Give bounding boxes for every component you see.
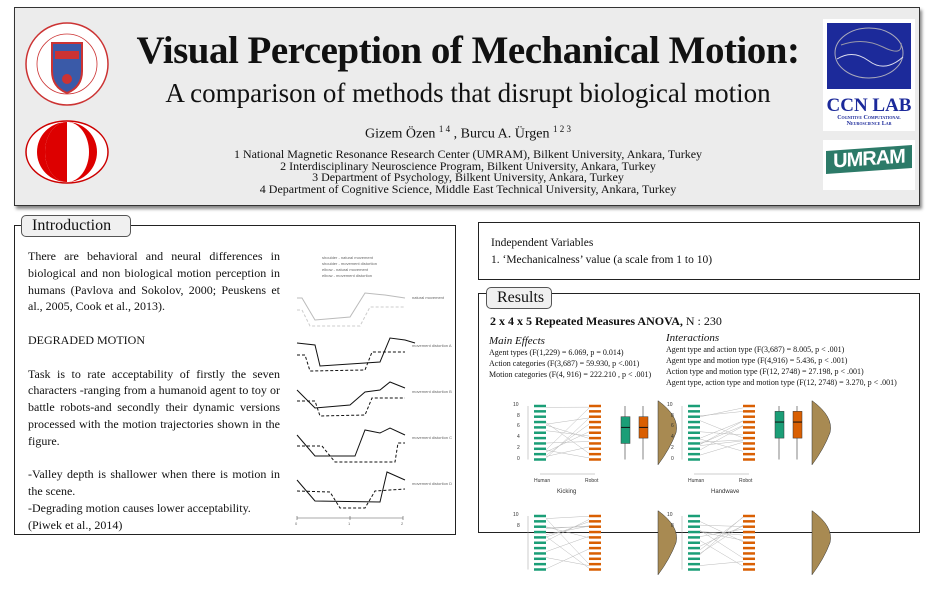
plot-label: Human bbox=[688, 478, 704, 484]
plot-label: 0 bbox=[671, 456, 674, 462]
plot-label: Kicking bbox=[557, 489, 576, 495]
subject-line bbox=[546, 450, 589, 458]
subject-line bbox=[546, 536, 589, 551]
plot-label: 10 bbox=[667, 402, 673, 408]
density-cloud bbox=[812, 401, 831, 465]
axis-tick: 1 bbox=[348, 521, 350, 526]
umram-logo: UMRAM bbox=[823, 140, 915, 190]
variables-heading: Independent Variables bbox=[491, 235, 907, 252]
author-name: Burcu A. Ürgen bbox=[461, 127, 550, 142]
row-label: natural movement bbox=[412, 295, 452, 300]
brain-icon bbox=[823, 19, 915, 91]
plot-label: 8 bbox=[671, 523, 674, 529]
plot-label: 10 bbox=[667, 512, 673, 518]
subject-line bbox=[546, 431, 589, 436]
plot-label: Human bbox=[534, 478, 550, 484]
subject-line bbox=[700, 408, 743, 417]
plot-label: Handwave bbox=[711, 489, 739, 495]
poster-header: Visual Perception of Mechanical Motion: … bbox=[14, 7, 920, 206]
results-heading: Results bbox=[486, 287, 552, 309]
author-name: Gizem Özen bbox=[365, 127, 435, 142]
axis-tick: 2 bbox=[401, 521, 403, 526]
motion-trajectory-figure: shoulder - natural movement shoulder - m… bbox=[290, 250, 455, 525]
ccn-sub: Neuroscience Lab bbox=[823, 121, 915, 127]
interaction: Action type and motion type (F(12, 2748)… bbox=[666, 366, 897, 377]
intro-bullet: -Valley depth is shallower when there is… bbox=[28, 466, 280, 500]
subject-line bbox=[700, 442, 743, 455]
anova-n: N : 230 bbox=[683, 314, 722, 328]
interactions-title: Interactions bbox=[666, 332, 897, 344]
plot-label: 8 bbox=[517, 523, 520, 529]
ccn-lab-logo: CCN LAB Cognitive Computational Neurosci… bbox=[823, 19, 915, 131]
author-affil: 1 2 3 bbox=[553, 124, 571, 134]
poster-subtitle: A comparison of methods that disrupt bio… bbox=[15, 78, 921, 109]
interaction: Agent type and action type (F(3,687) = 8… bbox=[666, 344, 897, 355]
raincloud-plot bbox=[510, 506, 690, 616]
interaction: Agent type, action type and motion type … bbox=[666, 377, 897, 388]
intro-paragraph: There are behavioral and neural differen… bbox=[28, 248, 280, 315]
main-effects-title: Main Effects bbox=[489, 335, 651, 347]
raincloud-plot bbox=[664, 396, 844, 506]
umram-text: UMRAM bbox=[826, 145, 912, 174]
subject-line bbox=[546, 447, 589, 457]
plot-label: 6 bbox=[671, 423, 674, 429]
affiliation: 4 Department of Cognitive Science, Middl… bbox=[15, 184, 921, 196]
plot-label: 10 bbox=[513, 512, 519, 518]
subject-line bbox=[700, 411, 743, 415]
row-label: movement distortion A bbox=[412, 343, 452, 348]
plot-label: 8 bbox=[671, 413, 674, 419]
plot-label: 10 bbox=[513, 402, 519, 408]
introduction-heading: Introduction bbox=[21, 215, 131, 237]
variable-item: 1. ‘Mechanicalness’ value (a scale from … bbox=[491, 252, 907, 269]
subject-line bbox=[546, 519, 589, 541]
subject-line bbox=[546, 418, 589, 424]
main-effect: Agent types (F(1,229) = 6.069, p = 0.014… bbox=[489, 347, 651, 358]
row-label: movement distortion B bbox=[412, 389, 452, 394]
plot-label: 6 bbox=[517, 423, 520, 429]
subject-line bbox=[700, 525, 743, 526]
subject-line bbox=[546, 516, 589, 518]
plot-label: Robot bbox=[739, 478, 752, 484]
main-effect: Action categories (F(3,687) = 59.930, p … bbox=[489, 358, 651, 369]
row-label: movement distortion D bbox=[412, 481, 452, 486]
interactions: Interactions Agent type and action type … bbox=[666, 332, 897, 388]
plot-label: 0 bbox=[517, 456, 520, 462]
subject-line bbox=[546, 527, 589, 538]
intro-bullet: -Degrading motion causes lower acceptabi… bbox=[28, 500, 280, 517]
anova-title: 2 x 4 x 5 Repeated Measures ANOVA, N : 2… bbox=[490, 314, 722, 329]
plot-label: Robot bbox=[585, 478, 598, 484]
poster-title: Visual Perception of Mechanical Motion: bbox=[15, 28, 921, 73]
main-effects: Main Effects Agent types (F(1,229) = 6.0… bbox=[489, 335, 651, 380]
intro-paragraph: Task is to rate acceptability of firstly… bbox=[28, 366, 280, 450]
axis-tick: 0 bbox=[295, 521, 297, 526]
author-affil: 1 4 bbox=[439, 124, 450, 134]
subject-line bbox=[700, 525, 743, 553]
raincloud-plot bbox=[664, 506, 844, 616]
ccn-title: CCN LAB bbox=[823, 96, 915, 115]
anova-design: 2 x 4 x 5 Repeated Measures ANOVA, bbox=[490, 314, 683, 328]
intro-subheading: DEGRADED MOTION bbox=[28, 332, 280, 349]
plot-label: 4 bbox=[671, 434, 674, 440]
subject-line bbox=[700, 441, 743, 446]
box bbox=[775, 411, 784, 438]
raincloud-plot bbox=[510, 396, 690, 506]
plot-label: 4 bbox=[517, 434, 520, 440]
plot-label: 2 bbox=[671, 445, 674, 451]
introduction-text: There are behavioral and neural differen… bbox=[28, 248, 280, 534]
row-label: movement distortion C bbox=[412, 435, 452, 440]
interaction: Agent type and motion type (F(4,916) = 5… bbox=[666, 355, 897, 366]
box bbox=[621, 417, 630, 444]
intro-citation: (Piwek et al., 2014) bbox=[28, 517, 280, 534]
main-effect: Motion categories (F(4, 916) = 222.210 ,… bbox=[489, 369, 651, 380]
plot-label: 2 bbox=[517, 445, 520, 451]
plot-label: 8 bbox=[517, 413, 520, 419]
author-separator: , bbox=[450, 127, 461, 142]
variables-panel: Independent Variables 1. ‘Mechanicalness… bbox=[478, 222, 920, 280]
subject-line bbox=[546, 522, 589, 537]
affiliations: 1 National Magnetic Resonance Research C… bbox=[15, 149, 921, 195]
box bbox=[793, 411, 802, 438]
authors: Gizem Özen 1 4 , Burcu A. Ürgen 1 2 3 bbox=[15, 124, 921, 143]
density-cloud bbox=[812, 511, 831, 575]
